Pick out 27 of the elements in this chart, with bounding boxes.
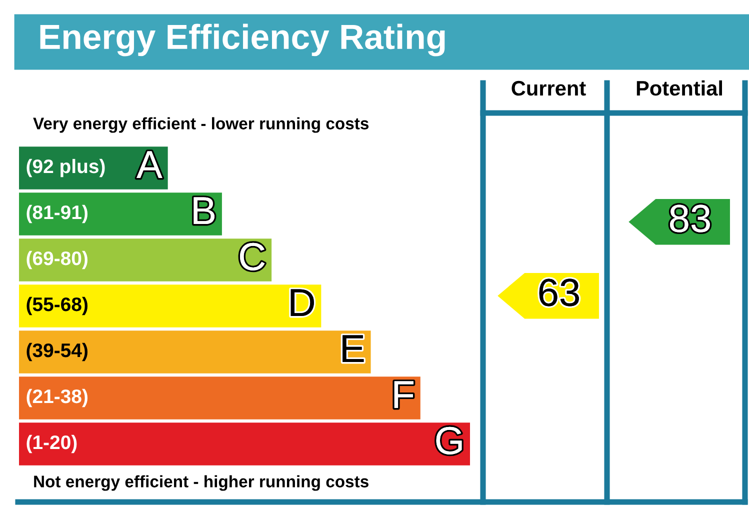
bar [19, 284, 322, 328]
annotation: D [290, 289, 314, 316]
chart-title: Energy Efficiency Rating [40, 24, 445, 56]
y-tick-label: (92 plus) [26, 158, 105, 178]
y-tick-label: (1-20) [26, 434, 77, 454]
category-label: Potential [636, 80, 722, 96]
annotation: E [342, 335, 364, 362]
annotation: C [240, 242, 265, 270]
data-label: 83 [670, 204, 710, 232]
text: Very energy efficient - lower running costs [33, 117, 369, 133]
bar [19, 192, 222, 236]
bar [19, 422, 470, 466]
y-tick-label: (55-68) [26, 296, 88, 316]
y-tick-label: (39-54) [26, 342, 88, 362]
bar [19, 330, 371, 374]
y-tick-label: (69-80) [26, 250, 88, 270]
y-tick-label: (81-91) [26, 204, 88, 224]
annotation: B [194, 197, 214, 224]
category-label: Current [512, 80, 586, 96]
y-tick-label: (21-38) [26, 388, 88, 408]
annotation: F [394, 381, 414, 408]
bar [19, 376, 420, 420]
data-label: 63 [539, 278, 579, 306]
annotation: A [136, 151, 162, 178]
bar [19, 238, 272, 282]
text: Not energy efficient - higher running costs [34, 475, 368, 491]
annotation: G [436, 426, 462, 454]
